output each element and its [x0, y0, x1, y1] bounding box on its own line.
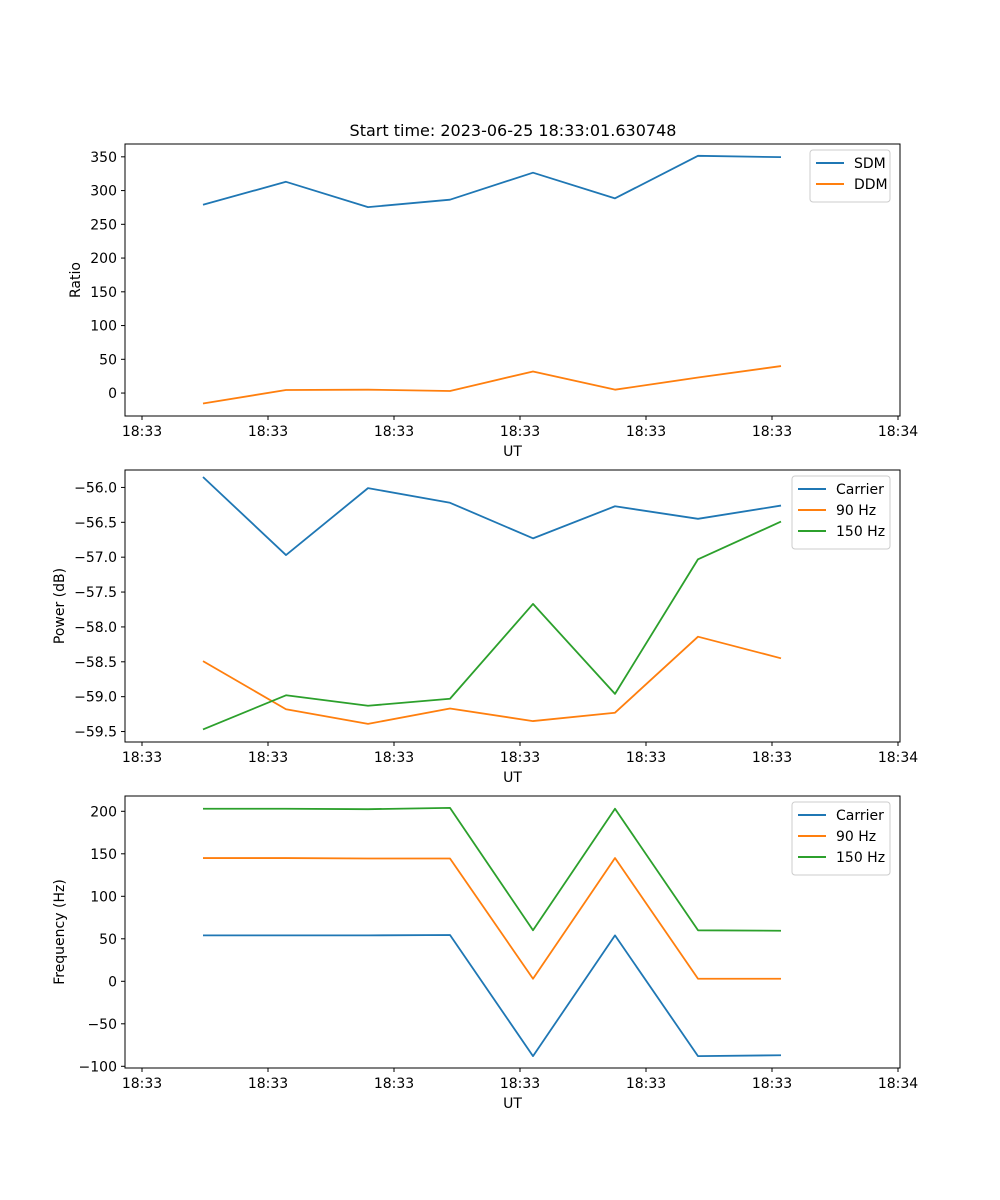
y-axis-label: Ratio	[68, 262, 84, 298]
chart-panels: 0 50 100 150 200 250 300 350 18:33 18:33 18:33 18:3…	[52, 143, 918, 1112]
x-tick-label: 18:33	[752, 750, 792, 766]
series-line-90-hz	[202, 635, 782, 725]
legend-label: 150 Hz	[836, 524, 885, 540]
y-tick-label: −100	[79, 1059, 117, 1075]
series-line-sdm	[202, 154, 782, 209]
x-axis-label: UT	[503, 1096, 522, 1112]
y-tick-label: −58.5	[74, 655, 117, 671]
legend: Carrier 90 Hz 150 Hz	[791, 475, 891, 550]
x-tick-label: 18:33	[248, 424, 288, 440]
series-line-90-hz	[203, 857, 781, 980]
y-tick-label: 50	[99, 932, 117, 948]
x-tick-label: 18:33	[500, 1076, 540, 1092]
x-tick-label: 18:33	[248, 1076, 288, 1092]
x-tick-label: 18:34	[878, 1076, 918, 1092]
x-tick-label: 18:33	[122, 750, 162, 766]
series-line-150-hz	[202, 520, 782, 731]
y-tick-label: 100	[90, 319, 117, 335]
y-tick-label: 250	[90, 217, 117, 233]
y-tick-label: −57.0	[74, 550, 117, 566]
y-tick-label: 50	[99, 352, 117, 368]
chart-panel-2: −56.0 −56.5 −57.0 −57.5 −58.0 −58.5 −59.0 −59.5…	[52, 469, 918, 786]
figure-title: Start time: 2023-06-25 18:33:01.630748	[350, 121, 677, 140]
y-tick-label: −59.0	[74, 690, 117, 706]
y-tick-label: 150	[90, 285, 117, 301]
y-tick-label: 0	[108, 974, 117, 990]
x-tick-label: 18:33	[500, 424, 540, 440]
x-tick-label: 18:33	[752, 1076, 792, 1092]
series-line-150-hz	[203, 807, 782, 932]
chart-panel-3: −100 −50 0 50 100 150 200 18:33 18:33 18:33 18:33 1…	[52, 795, 918, 1112]
y-tick-label: 300	[90, 184, 117, 200]
y-axis-label: Frequency (Hz)	[52, 879, 68, 985]
x-tick-label: 18:33	[626, 1076, 666, 1092]
y-tick-label: 200	[90, 804, 117, 820]
x-tick-label: 18:33	[626, 750, 666, 766]
y-tick-label: −57.5	[74, 585, 117, 601]
y-tick-label: 350	[90, 150, 117, 166]
legend: SDM DDM	[809, 149, 891, 203]
x-tick-label: 18:33	[122, 424, 162, 440]
axes-frame	[124, 469, 901, 743]
x-tick-label: 18:34	[878, 750, 918, 766]
x-tick-label: 18:33	[374, 424, 414, 440]
x-tick-label: 18:33	[752, 424, 792, 440]
axes-frame	[124, 143, 901, 417]
legend-label: Carrier	[836, 808, 884, 824]
x-tick-label: 18:33	[626, 424, 666, 440]
x-tick-label: 18:33	[374, 1076, 414, 1092]
axes-frame	[124, 795, 901, 1069]
series-line-carrier	[202, 476, 782, 556]
legend-label: DDM	[854, 177, 888, 193]
y-axis-label: Power (dB)	[52, 568, 68, 644]
y-tick-label: 0	[108, 386, 117, 402]
y-tick-label: 100	[90, 889, 117, 905]
legend-label: Carrier	[836, 482, 884, 498]
x-tick-label: 18:33	[122, 1076, 162, 1092]
legend: Carrier 90 Hz 150 Hz	[791, 801, 891, 876]
legend-label: 150 Hz	[836, 850, 885, 866]
y-tick-label: −59.5	[74, 725, 117, 741]
x-tick-label: 18:34	[878, 424, 918, 440]
series-line-ddm	[202, 365, 782, 405]
y-tick-label: 200	[90, 251, 117, 267]
x-axis-label: UT	[503, 444, 522, 460]
y-tick-label: 150	[90, 847, 117, 863]
y-tick-label: −56.5	[74, 515, 117, 531]
x-tick-label: 18:33	[248, 750, 288, 766]
y-tick-label: −50	[87, 1017, 117, 1033]
y-tick-label: −58.0	[74, 620, 117, 636]
legend-label: SDM	[854, 156, 886, 172]
x-tick-label: 18:33	[374, 750, 414, 766]
x-axis-label: UT	[503, 770, 522, 786]
x-tick-label: 18:33	[500, 750, 540, 766]
legend-label: 90 Hz	[836, 829, 876, 845]
y-tick-label: −56.0	[74, 480, 117, 496]
legend-label: 90 Hz	[836, 503, 876, 519]
chart-panel-1: 0 50 100 150 200 250 300 350 18:33 18:33 18:33 18:3…	[68, 143, 918, 460]
series-line-carrier	[203, 934, 782, 1057]
